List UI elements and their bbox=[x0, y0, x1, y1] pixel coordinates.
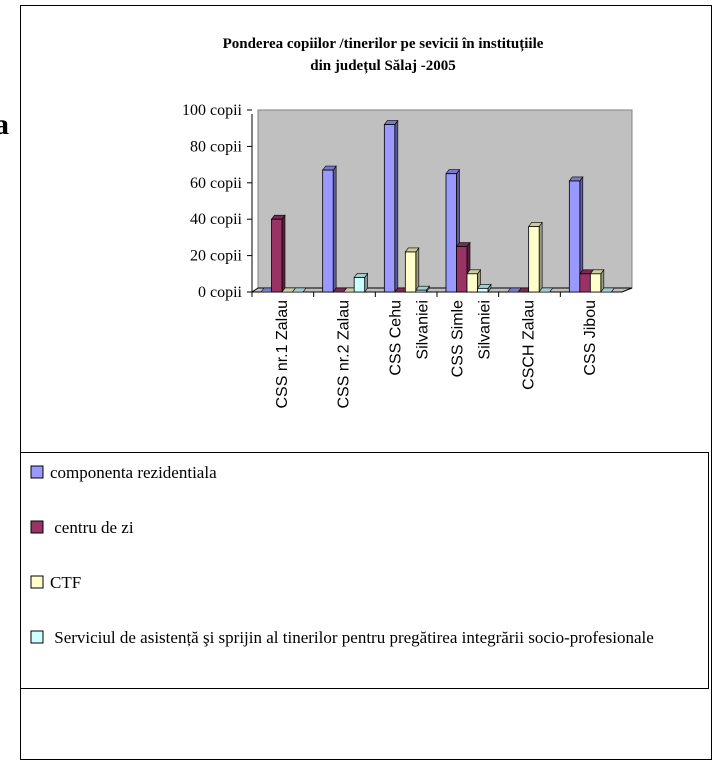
chart-title: din județul Sălaj -2005 bbox=[310, 58, 455, 74]
x-tick-label: CSS Cehu bbox=[388, 300, 405, 376]
bar-top bbox=[538, 287, 554, 293]
legend-swatch bbox=[30, 575, 44, 589]
y-tick-label: 40 copii bbox=[190, 211, 243, 228]
y-tick-label: 100 copii bbox=[182, 102, 243, 119]
legend-label: componenta rezidentiala bbox=[50, 463, 217, 482]
bar bbox=[322, 169, 334, 293]
legend-label-text: CTF bbox=[50, 573, 81, 592]
bar bbox=[271, 218, 283, 293]
bar bbox=[383, 124, 396, 293]
legend-swatch bbox=[30, 520, 44, 534]
x-tick-label: CSS Jibou bbox=[582, 300, 599, 376]
legend-label: CTF bbox=[50, 573, 81, 592]
legend-swatch bbox=[30, 465, 44, 479]
y-tick-label: 0 copii bbox=[198, 284, 243, 301]
bar bbox=[404, 251, 417, 293]
x-tick-label: Silvaniei bbox=[415, 300, 432, 360]
bar-side bbox=[394, 119, 399, 293]
bar-top bbox=[291, 287, 307, 293]
legend-box bbox=[20, 452, 709, 689]
x-tick-label: CSS Simle bbox=[449, 300, 466, 377]
x-tick-label: CSCH Zalau bbox=[521, 300, 538, 390]
bar bbox=[528, 226, 540, 293]
bar-top bbox=[600, 287, 615, 293]
bar bbox=[456, 246, 468, 293]
bar bbox=[353, 277, 366, 293]
bar bbox=[415, 289, 427, 293]
y-tick-label: 60 copii bbox=[190, 175, 243, 192]
bar-side bbox=[332, 165, 337, 293]
chart-title: Ponderea copiilor /tinerilor pe sevicii … bbox=[223, 36, 544, 52]
legend-swatch bbox=[30, 630, 44, 644]
legend-label: centru de zi bbox=[50, 518, 134, 537]
legend-label-text: centru de zi bbox=[50, 518, 134, 537]
y-tick-label: 20 copii bbox=[190, 248, 243, 265]
x-tick-label: Silvaniei bbox=[476, 300, 493, 360]
bar bbox=[477, 287, 489, 293]
legend-label-text: Serviciul de asistență şi sprijin al tin… bbox=[50, 628, 654, 647]
bar bbox=[466, 273, 478, 293]
bar bbox=[579, 273, 591, 293]
bar-side bbox=[281, 214, 286, 293]
y-tick-label: 80 copii bbox=[190, 138, 243, 155]
legend-label: Serviciul de asistență şi sprijin al tin… bbox=[50, 628, 654, 647]
bar-side bbox=[538, 221, 543, 293]
side-text: a bbox=[0, 108, 9, 141]
bar-side bbox=[415, 247, 420, 293]
bar bbox=[589, 273, 602, 293]
legend-label-text: componenta rezidentiala bbox=[50, 463, 217, 482]
x-tick-label: CSS nr.2 Zalau bbox=[336, 300, 353, 409]
bar bbox=[568, 180, 581, 293]
x-tick-label: CSS nr.1 Zalau bbox=[274, 300, 291, 409]
bar bbox=[445, 173, 457, 293]
